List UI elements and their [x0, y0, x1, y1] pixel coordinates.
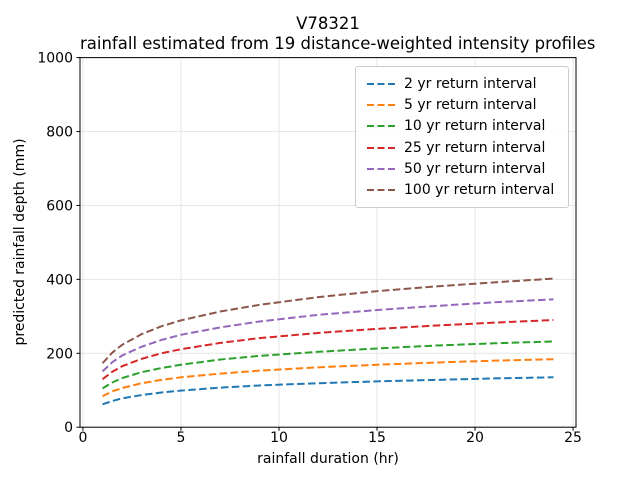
series-line-4	[101, 298, 554, 373]
legend-line-sample	[367, 146, 395, 149]
legend-line-sample	[367, 125, 395, 128]
y-tick-label: 1000	[37, 51, 73, 67]
x-tick-label: 20	[466, 430, 484, 446]
legend-entry-0: 2 yr return interval	[356, 73, 568, 94]
legend-entry-2: 10 yr return interval	[356, 116, 568, 137]
legend-entry-4: 50 yr return interval	[356, 158, 568, 179]
axes-spines	[79, 57, 577, 428]
x-tick-label: 15	[368, 430, 386, 446]
legend-line-sample	[367, 189, 395, 192]
legend-line-sample	[367, 103, 395, 106]
series-line-2	[102, 340, 554, 390]
y-tick-label: 0	[64, 420, 73, 436]
y-tick-label: 800	[46, 125, 73, 141]
legend: 2 yr return interval 5 yr return interval…	[355, 66, 569, 208]
x-axis-label: rainfall duration (hr)	[257, 451, 399, 467]
legend-label: 10 yr return interval	[404, 118, 546, 135]
series-line-0	[102, 376, 554, 406]
legend-line-sample	[367, 167, 395, 170]
x-tick-label: 5	[176, 430, 185, 446]
chart-title: V78321	[296, 14, 360, 33]
series-line-3	[101, 319, 554, 380]
x-tick-label: 10	[270, 430, 288, 446]
legend-entry-1: 5 yr return interval	[356, 94, 568, 115]
legend-line-sample	[367, 82, 395, 85]
chart-subtitle: rainfall estimated from 19 distance-weig…	[80, 34, 596, 53]
y-axis-label: predicted rainfall depth (mm)	[12, 138, 28, 346]
x-tick-label: 25	[564, 430, 582, 446]
x-tick-label: 0	[78, 430, 87, 446]
series-line-1	[102, 358, 554, 398]
legend-label: 25 yr return interval	[404, 139, 546, 156]
legend-entry-3: 25 yr return interval	[356, 137, 568, 158]
legend-label: 5 yr return interval	[404, 96, 537, 113]
y-tick-label: 600	[46, 198, 73, 214]
legend-label: 100 yr return interval	[404, 182, 555, 199]
y-tick-label: 200	[46, 346, 73, 362]
legend-label: 50 yr return interval	[404, 160, 546, 177]
legend-label: 2 yr return interval	[404, 75, 537, 92]
series-line-5	[101, 277, 554, 364]
legend-entry-5: 100 yr return interval	[356, 179, 568, 200]
y-tick-label: 400	[46, 272, 73, 288]
